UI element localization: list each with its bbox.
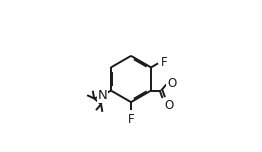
Text: N: N — [98, 89, 107, 102]
Text: O: O — [164, 99, 174, 112]
Text: F: F — [160, 56, 167, 69]
Text: O: O — [167, 78, 176, 90]
Text: F: F — [128, 113, 134, 126]
